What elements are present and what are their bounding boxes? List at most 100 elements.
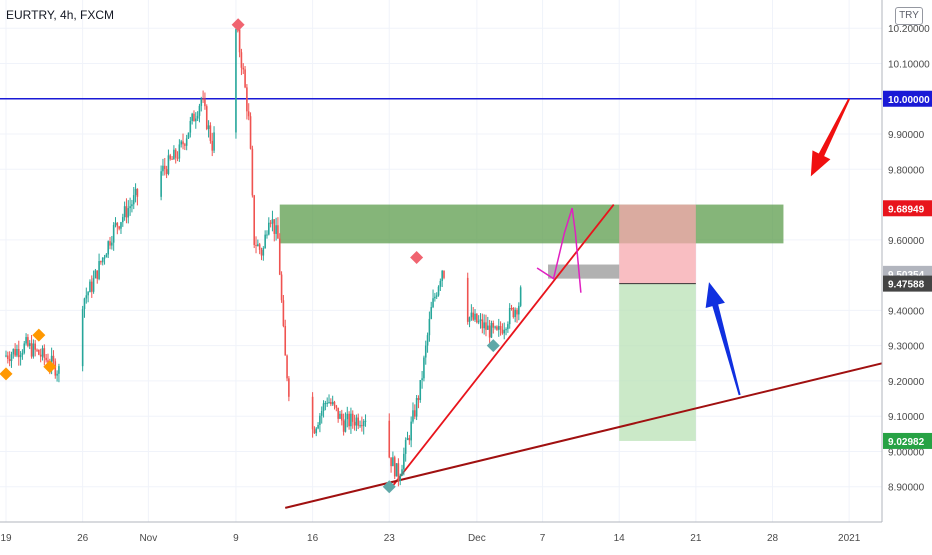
candle-body — [198, 105, 201, 116]
y-tick-label: 9.40000 — [888, 306, 925, 317]
pivot-marker-orange — [43, 360, 57, 374]
candle-body — [127, 208, 130, 218]
candle-body — [204, 99, 206, 107]
candle-body — [362, 421, 365, 427]
candle-body — [474, 313, 476, 320]
candle-body — [443, 270, 445, 278]
candle-body — [488, 325, 491, 338]
candle-body — [209, 125, 212, 141]
candle-body — [260, 249, 263, 256]
candle-body — [351, 413, 354, 422]
candle-body — [328, 401, 330, 403]
candle-body — [125, 206, 128, 218]
candle-body — [337, 407, 339, 419]
candle-body — [501, 329, 504, 334]
price-label-box — [883, 432, 932, 449]
candle-body — [319, 415, 321, 425]
candle-body — [341, 413, 343, 421]
candle-body — [284, 325, 287, 356]
price-label-text: 10.00000 — [888, 95, 930, 106]
candle-body — [419, 380, 422, 401]
candle-body — [390, 457, 392, 467]
up-arrow — [705, 282, 741, 396]
candle-body — [353, 421, 356, 426]
candle-body — [129, 206, 131, 209]
candle-body — [357, 417, 360, 426]
candle-body — [412, 410, 414, 422]
candle-body — [269, 222, 272, 224]
short-trendline — [388, 204, 615, 491]
y-tick-label: 9.30000 — [888, 342, 925, 353]
candle-body — [240, 52, 243, 68]
candle-body — [96, 270, 99, 279]
symbol-title: EURTRY, 4h, FXCM — [6, 8, 115, 22]
candle-body — [244, 69, 246, 88]
candle-body — [468, 317, 471, 322]
candle-body — [187, 132, 190, 139]
candle-body — [45, 357, 47, 361]
candle-body — [235, 29, 237, 133]
candle-body — [403, 453, 405, 470]
candles — [5, 23, 522, 487]
y-tick-label: 9.60000 — [888, 236, 925, 247]
candle-body — [288, 378, 290, 397]
pivot-marker-red — [231, 18, 245, 32]
x-tick-label: 7 — [540, 533, 546, 544]
candle-body — [262, 248, 265, 256]
candle-body — [249, 116, 252, 149]
candle-body — [503, 329, 506, 334]
currency-badge[interactable]: TRY — [895, 7, 923, 25]
candle-body — [136, 188, 139, 197]
candle-body — [27, 337, 29, 346]
candle-body — [432, 298, 434, 308]
candle-body — [191, 113, 193, 121]
candle-body — [205, 106, 208, 129]
candle-body — [163, 165, 166, 170]
price-label-text: 9.02982 — [888, 437, 925, 448]
candle-body — [275, 225, 277, 234]
candle-body — [326, 402, 328, 404]
candle-body — [122, 217, 124, 223]
candle-body — [339, 413, 341, 419]
candle-body — [286, 355, 288, 379]
candle-body — [512, 308, 515, 318]
candle-body — [519, 287, 522, 306]
candle-body — [426, 335, 429, 346]
candle-body — [85, 295, 88, 299]
candle-body — [268, 222, 270, 235]
candle-body — [120, 222, 122, 229]
candle-body — [335, 405, 338, 408]
candle-body — [397, 463, 400, 481]
candle-body — [361, 425, 363, 427]
candle-body — [38, 350, 40, 355]
candle-body — [171, 158, 173, 160]
resistance-zone — [279, 204, 784, 244]
candle-body — [211, 140, 214, 151]
candle-body — [182, 141, 184, 145]
candle-body — [399, 475, 401, 481]
candle-body — [320, 411, 323, 416]
candle-body — [330, 401, 332, 405]
candle-body — [355, 417, 358, 426]
candle-body — [505, 329, 507, 331]
take-profit-zone — [619, 283, 696, 441]
candle-body — [112, 225, 115, 243]
candle-body — [14, 349, 16, 356]
candle-body — [251, 148, 254, 196]
y-tick-label: 9.80000 — [888, 165, 925, 176]
candle-body — [41, 348, 44, 357]
candle-body — [162, 165, 164, 172]
candle-body — [415, 398, 418, 417]
candle-body — [43, 348, 46, 358]
candle-body — [52, 355, 55, 362]
candle-body — [111, 242, 113, 246]
candle-body — [56, 373, 58, 376]
candle-body — [514, 309, 516, 318]
pivot-marker-teal — [486, 339, 500, 353]
candle-body — [238, 29, 241, 53]
candle-body — [441, 270, 443, 281]
x-tick-label: 9 — [233, 533, 239, 544]
candle-body — [94, 270, 97, 279]
